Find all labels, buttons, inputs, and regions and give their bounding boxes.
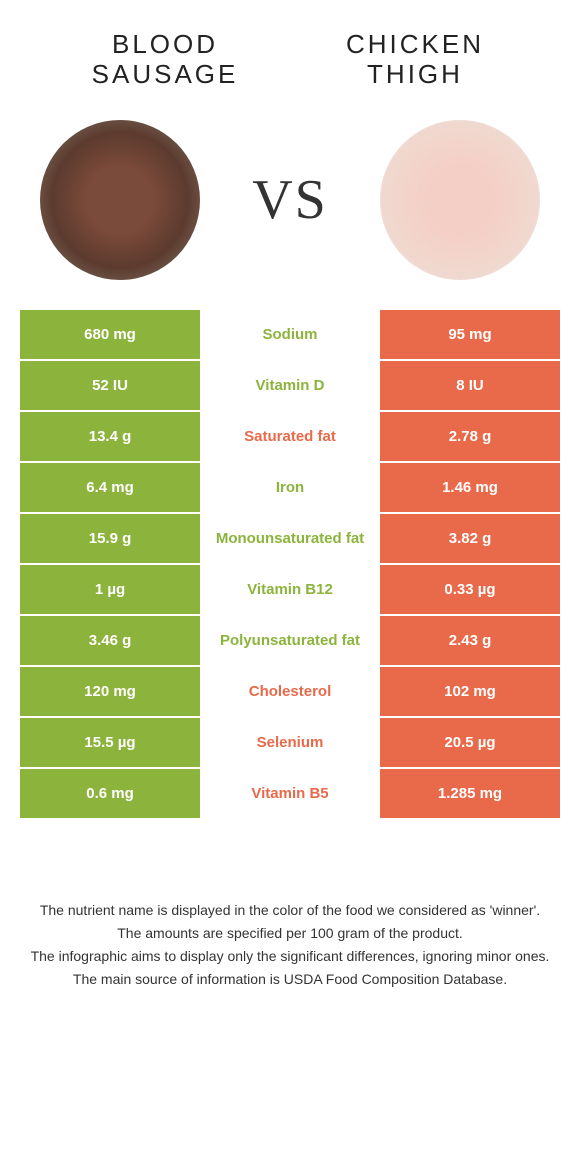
nutrient-name: Monounsaturated fat: [200, 514, 380, 563]
right-value: 20.5 µg: [380, 718, 560, 767]
footer-line: The infographic aims to display only the…: [30, 946, 550, 967]
left-value: 15.9 g: [20, 514, 200, 563]
left-value: 13.4 g: [20, 412, 200, 461]
nutrient-name: Selenium: [200, 718, 380, 767]
nutrient-name: Saturated fat: [200, 412, 380, 461]
vs-label: VS: [252, 168, 328, 232]
footer-line: The amounts are specified per 100 gram o…: [30, 923, 550, 944]
left-value: 3.46 g: [20, 616, 200, 665]
table-row: 6.4 mgIron1.46 mg: [20, 463, 560, 512]
footer-line: The main source of information is USDA F…: [30, 969, 550, 990]
right-value: 8 IU: [380, 361, 560, 410]
left-value: 6.4 mg: [20, 463, 200, 512]
header: BLOOD SAUSAGE CHICKEN THIGH: [0, 0, 580, 110]
comparison-table: 680 mgSodium95 mg52 IUVitamin D8 IU13.4 …: [20, 310, 560, 818]
right-value: 102 mg: [380, 667, 560, 716]
right-value: 2.43 g: [380, 616, 560, 665]
right-value: 2.78 g: [380, 412, 560, 461]
left-value: 15.5 µg: [20, 718, 200, 767]
nutrient-name: Polyunsaturated fat: [200, 616, 380, 665]
left-value: 120 mg: [20, 667, 200, 716]
table-row: 15.5 µgSelenium20.5 µg: [20, 718, 560, 767]
table-row: 13.4 gSaturated fat2.78 g: [20, 412, 560, 461]
nutrient-name: Vitamin B12: [200, 565, 380, 614]
footer-line: The nutrient name is displayed in the co…: [30, 900, 550, 921]
nutrient-name: Sodium: [200, 310, 380, 359]
images-row: VS: [0, 110, 580, 310]
nutrient-name: Vitamin B5: [200, 769, 380, 818]
table-row: 0.6 mgVitamin B51.285 mg: [20, 769, 560, 818]
left-value: 1 µg: [20, 565, 200, 614]
right-value: 1.285 mg: [380, 769, 560, 818]
right-value: 95 mg: [380, 310, 560, 359]
left-food-image: [40, 120, 200, 280]
right-value: 0.33 µg: [380, 565, 560, 614]
nutrient-name: Vitamin D: [200, 361, 380, 410]
table-row: 680 mgSodium95 mg: [20, 310, 560, 359]
table-row: 3.46 gPolyunsaturated fat2.43 g: [20, 616, 560, 665]
left-food-title: BLOOD SAUSAGE: [40, 30, 290, 90]
footer-notes: The nutrient name is displayed in the co…: [0, 820, 580, 1032]
table-row: 52 IUVitamin D8 IU: [20, 361, 560, 410]
table-row: 120 mgCholesterol102 mg: [20, 667, 560, 716]
right-value: 1.46 mg: [380, 463, 560, 512]
right-value: 3.82 g: [380, 514, 560, 563]
left-value: 52 IU: [20, 361, 200, 410]
right-food-image: [380, 120, 540, 280]
nutrient-name: Iron: [200, 463, 380, 512]
table-row: 1 µgVitamin B120.33 µg: [20, 565, 560, 614]
right-food-title: CHICKEN THIGH: [290, 30, 540, 90]
left-value: 0.6 mg: [20, 769, 200, 818]
nutrient-name: Cholesterol: [200, 667, 380, 716]
table-row: 15.9 gMonounsaturated fat3.82 g: [20, 514, 560, 563]
left-value: 680 mg: [20, 310, 200, 359]
